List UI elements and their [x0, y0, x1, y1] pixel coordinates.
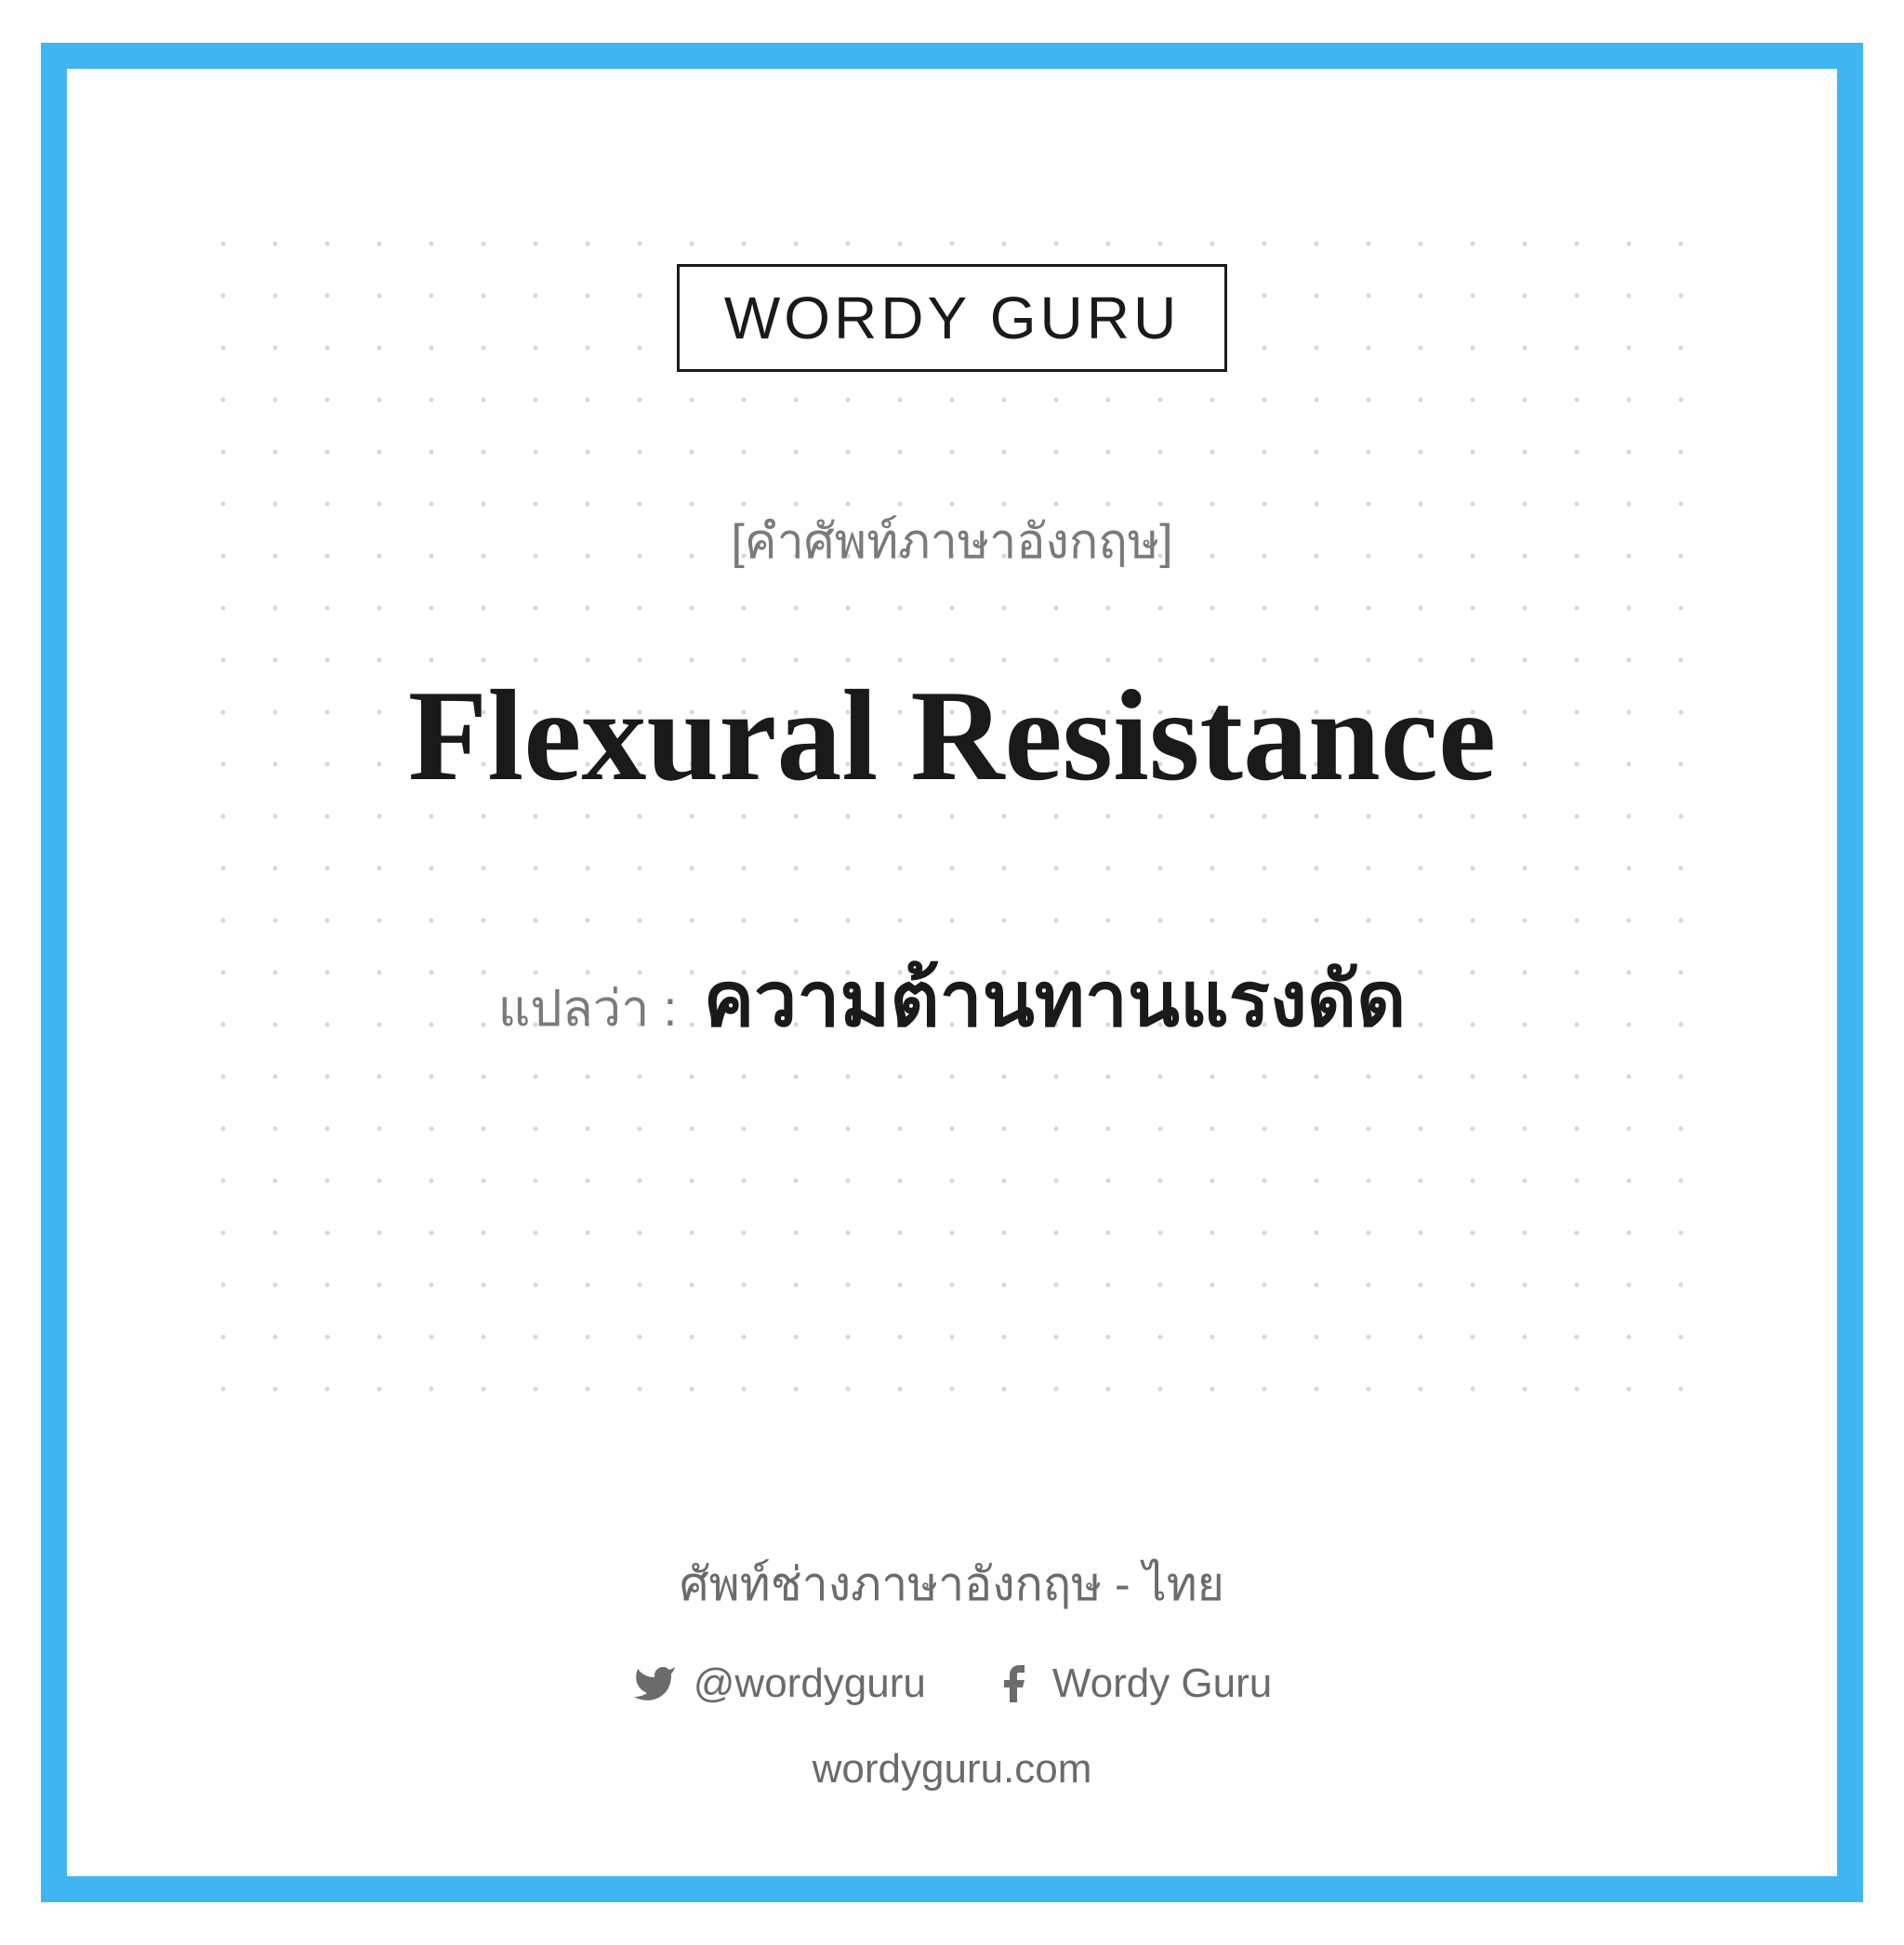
- facebook-icon: [991, 1661, 1036, 1706]
- social-row: @wordyguru Wordy Guru: [632, 1661, 1272, 1707]
- category-label: [คำศัพท์ภาษาอังกฤษ]: [731, 502, 1172, 579]
- twitter-handle: @wordyguru: [694, 1661, 926, 1707]
- website-url: wordyguru.com: [813, 1746, 1092, 1793]
- twitter-link: @wordyguru: [632, 1661, 926, 1707]
- logo-container: WORDY GURU: [677, 264, 1227, 372]
- footer-title: ศัพท์ช่างภาษาอังกฤษ - ไทย: [680, 1548, 1224, 1621]
- translation-row: แปลว่า : ความต้านทานแรงดัด: [498, 939, 1407, 1060]
- facebook-name: Wordy Guru: [1052, 1661, 1272, 1707]
- english-term: Flexural Resistance: [408, 635, 1496, 837]
- twitter-icon: [632, 1661, 677, 1706]
- translation-label: แปลว่า :: [498, 968, 678, 1048]
- facebook-link: Wordy Guru: [991, 1661, 1272, 1707]
- card-footer: ศัพท์ช่างภาษาอังกฤษ - ไทย @wordyguru Wor…: [67, 1548, 1837, 1793]
- brand-logo-text: WORDY GURU: [724, 284, 1180, 352]
- translation-value: ความต้านทานแรงดัด: [703, 939, 1406, 1060]
- vocabulary-card: WORDY GURU [คำศัพท์ภาษาอังกฤษ] Flexural …: [41, 43, 1863, 1902]
